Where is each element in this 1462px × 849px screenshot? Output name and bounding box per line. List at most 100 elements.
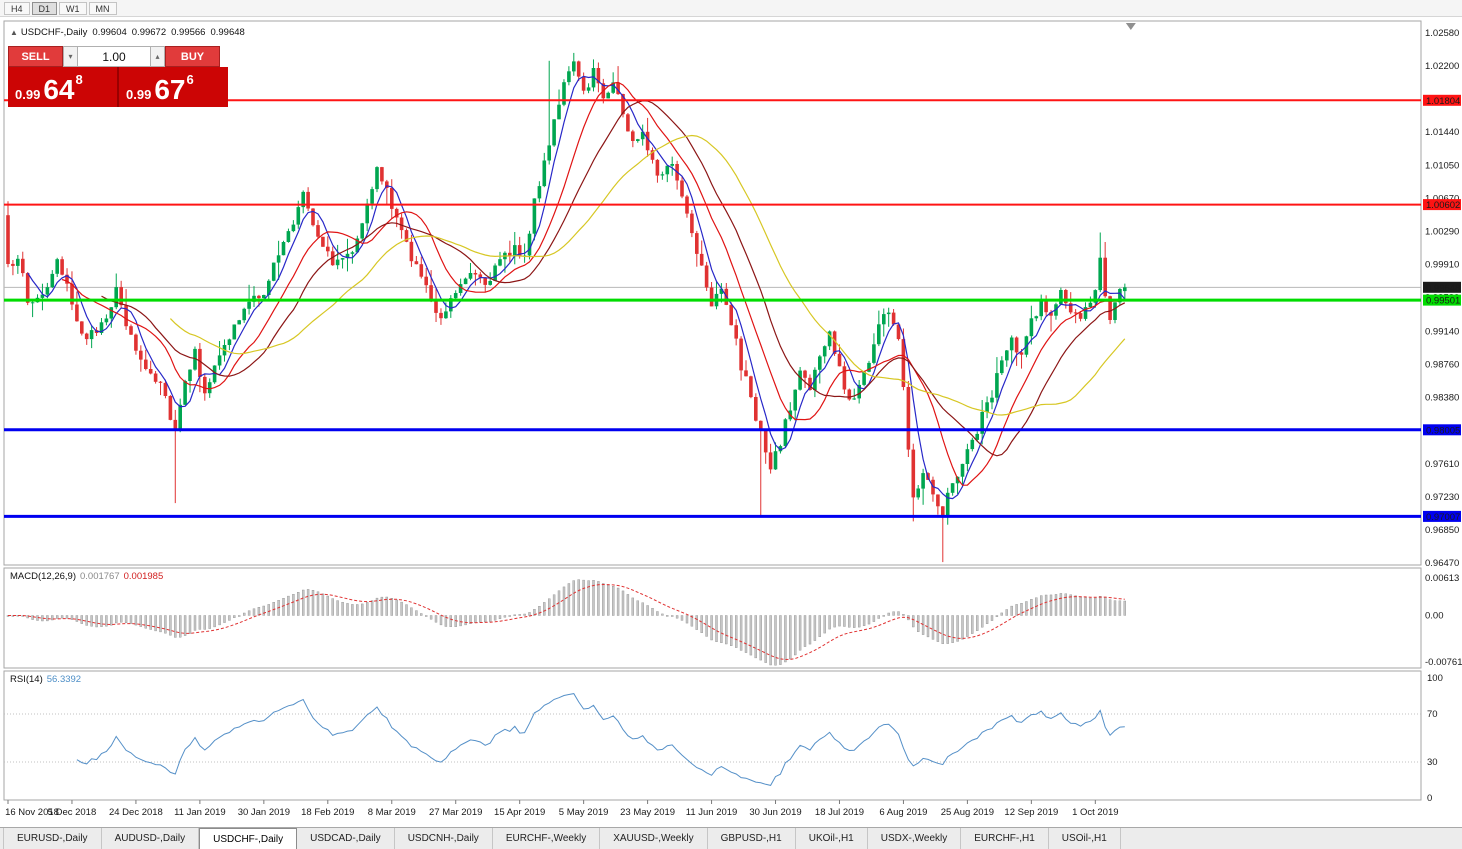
svg-text:0.98005: 0.98005 [1426,425,1460,436]
rsi-pane[interactable]: 100 70 30 0 [4,673,1443,804]
moving-average-5 [27,75,1126,500]
svg-text:16 Nov 2018: 16 Nov 2018 [5,807,59,818]
tab-gbpusd-h1[interactable]: GBPUSD-,H1 [708,828,796,849]
rsi-value: 56.3392 [46,674,82,685]
macd-label: MACD(12,26,9) [10,571,76,582]
macd-pane[interactable]: 0.00613 0.00 -0.00761 [6,573,1462,668]
svg-text:1.00290: 1.00290 [1425,227,1459,238]
svg-text:1 Oct 2019: 1 Oct 2019 [1072,807,1118,818]
sell-price-pip-digit: 8 [75,72,83,87]
svg-text:0.96850: 0.96850 [1425,525,1459,536]
svg-text:0.96470: 0.96470 [1425,558,1459,569]
price-badge: 0.97007 [1423,510,1461,523]
svg-text:-0.00761: -0.00761 [1425,657,1462,668]
tab-eurchf-h1[interactable]: EURCHF-,H1 [961,828,1049,849]
rsi-indicator-header: RSI(14) 56.3392 [10,674,81,685]
svg-text:0.99910: 0.99910 [1425,260,1459,271]
price-badge: 1.00602 [1423,199,1461,211]
moving-average-20 [101,100,1126,457]
svg-text:0.97610: 0.97610 [1425,459,1459,470]
sell-price-prefix: 0.99 [15,86,41,102]
tab-eurusd-daily[interactable]: EURUSD-,Daily [3,828,102,849]
price-badge: 0.99501 [1423,294,1461,307]
tab-xauusd-weekly[interactable]: XAUUSD-,Weekly [600,828,708,849]
tab-usoil-h1[interactable]: USOil-,H1 [1049,828,1121,849]
svg-text:0.97230: 0.97230 [1425,492,1459,503]
buy-price-display[interactable]: 0.99 67 6 [119,67,228,107]
volume-input[interactable] [78,46,150,67]
svg-text:1.00602: 1.00602 [1426,200,1460,211]
one-click-trading-panel: SELL ▾ ▴ BUY 0.99 64 8 0.99 67 6 [8,46,228,107]
svg-text:0.99501: 0.99501 [1426,296,1460,307]
svg-text:18 Jul 2019: 18 Jul 2019 [815,807,864,818]
tab-usdx-weekly[interactable]: USDX-,Weekly [868,828,962,849]
sell-button[interactable]: SELL [8,46,63,67]
shift-marker-icon[interactable] [1125,23,1136,30]
candles [6,52,1127,563]
svg-text:0.97007: 0.97007 [1426,512,1460,523]
timeframe-h4-button[interactable]: H4 [4,1,30,15]
timeframe-d1-button[interactable]: D1 [31,1,58,15]
svg-text:0.99140: 0.99140 [1425,326,1459,337]
macd-signal-value: 0.001985 [123,571,164,582]
pane-frames [3,20,1422,801]
moving-average-34 [169,134,1126,416]
svg-text:0.00613: 0.00613 [1425,573,1459,584]
buy-price-prefix: 0.99 [126,86,152,102]
svg-text:25 Aug 2019: 25 Aug 2019 [941,807,994,818]
svg-text:1.01050: 1.01050 [1425,161,1459,172]
tab-usdchf-daily[interactable]: USDCHF-,Daily [199,828,298,849]
sell-price-display[interactable]: 0.99 64 8 [8,67,117,107]
svg-text:5 Dec 2018: 5 Dec 2018 [48,807,97,818]
macd-signal-line [8,583,1125,661]
timeframe-mn-button[interactable]: MN [88,1,117,15]
svg-text:0.00: 0.00 [1425,611,1444,622]
macd-main-value: 0.001767 [80,571,120,582]
svg-text:30: 30 [1427,757,1438,768]
tab-audusd-daily[interactable]: AUDUSD-,Daily [102,828,200,849]
svg-text:1.02200: 1.02200 [1425,61,1459,72]
chart-tabs-bar: EURUSD-,Daily AUDUSD-,Daily USDCHF-,Dail… [0,827,1462,849]
tab-eurchf-weekly[interactable]: EURCHF-,Weekly [493,828,601,849]
svg-text:23 May 2019: 23 May 2019 [620,807,675,818]
svg-text:11 Jan 2019: 11 Jan 2019 [174,807,226,818]
svg-text:24 Dec 2018: 24 Dec 2018 [109,807,163,818]
svg-text:30 Jan 2019: 30 Jan 2019 [238,807,290,818]
ohlc-low: 0.99566 [171,27,206,38]
rsi-line [76,693,1125,786]
macd-indicator-header: MACD(12,26,9) 0.001767 0.001985 [10,571,163,582]
svg-text:11 Jun 2019: 11 Jun 2019 [686,807,738,818]
buy-price-big-digits: 67 [154,74,186,106]
ohlc-close: 0.99648 [210,27,245,38]
trade-controls-row: SELL ▾ ▴ BUY [8,46,228,67]
buy-price-pip-digit: 6 [186,72,194,87]
tab-ukoil-h1[interactable]: UKOil-,H1 [796,828,868,849]
level-lines[interactable] [4,99,1421,518]
svg-text:15 Apr 2019: 15 Apr 2019 [494,807,545,818]
timeframe-w1-button[interactable]: W1 [59,1,87,15]
svg-text:27 Mar 2019: 27 Mar 2019 [429,807,482,818]
svg-text:0: 0 [1427,793,1432,804]
main-pane[interactable] [4,52,1421,563]
trade-prices-row: 0.99 64 8 0.99 67 6 [8,67,228,107]
price-badge: 0.98005 [1423,424,1461,436]
sell-price-big-digits: 64 [43,74,75,106]
svg-text:0.98760: 0.98760 [1425,359,1459,370]
ohlc-open: 0.99604 [92,27,127,38]
chart-title: USDCHF-,Daily [20,27,88,38]
price-badge: 1.01804 [1423,94,1461,107]
volume-up-button[interactable]: ▴ [150,46,165,67]
svg-text:30 Jun 2019: 30 Jun 2019 [749,807,801,818]
tab-usdcnh-daily[interactable]: USDCNH-,Daily [395,828,493,849]
svg-text:1.01804: 1.01804 [1426,96,1460,107]
chart-expand-icon[interactable]: ▲ [10,28,18,37]
volume-down-button[interactable]: ▾ [63,46,78,67]
svg-text:1.02580: 1.02580 [1425,28,1459,39]
buy-button[interactable]: BUY [165,46,220,67]
svg-text:1.01440: 1.01440 [1425,127,1459,138]
svg-text:12 Sep 2019: 12 Sep 2019 [1004,807,1058,818]
timeframe-toolbar: H4 D1 W1 MN [0,0,1462,17]
tab-usdcad-daily[interactable]: USDCAD-,Daily [297,828,395,849]
